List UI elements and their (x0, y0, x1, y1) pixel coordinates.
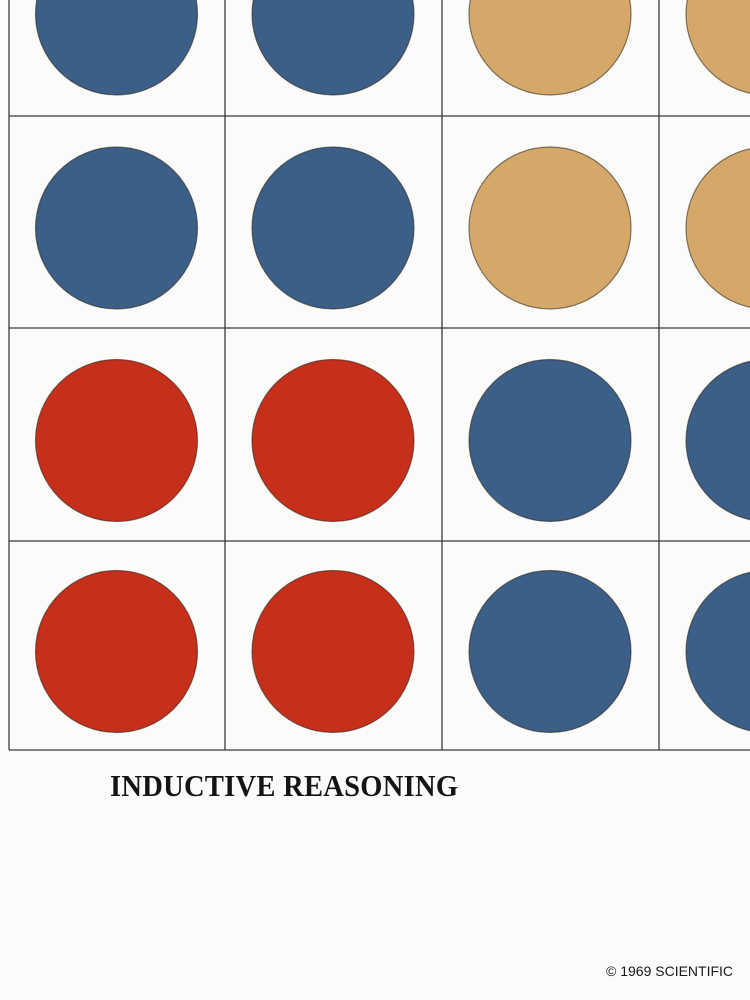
figure-caption: INDUCTIVE REASONING (110, 768, 459, 803)
tan-circle-r1-c3 (468, 0, 632, 96)
blue-circle-r2-c1 (34, 146, 199, 310)
circle-grid-drawing (8, 0, 750, 751)
copyright-notice: © 1969 SCIENTIFIC (606, 963, 734, 979)
tan-circle-r2-c3 (468, 146, 632, 310)
blue-circle-r2-c2 (251, 146, 415, 310)
blue-circle-r1-c2 (251, 0, 415, 96)
blue-circle-r3-c3 (468, 358, 632, 523)
red-circle-r3-c1 (34, 358, 199, 523)
red-circle-r3-c2 (251, 358, 415, 523)
red-circle-r4-c2 (251, 569, 415, 734)
tan-circle-r2-c4 (685, 148, 750, 308)
blue-circle-r1-c1 (34, 0, 199, 96)
red-circle-r4-c1 (34, 569, 199, 734)
blue-circle-r4-c3 (468, 569, 632, 734)
blue-circle-r3-c4 (685, 360, 750, 521)
tan-circle-r1-c4 (685, 0, 750, 94)
blue-circle-r4-c4 (685, 571, 750, 732)
circle-grid (8, 0, 750, 751)
